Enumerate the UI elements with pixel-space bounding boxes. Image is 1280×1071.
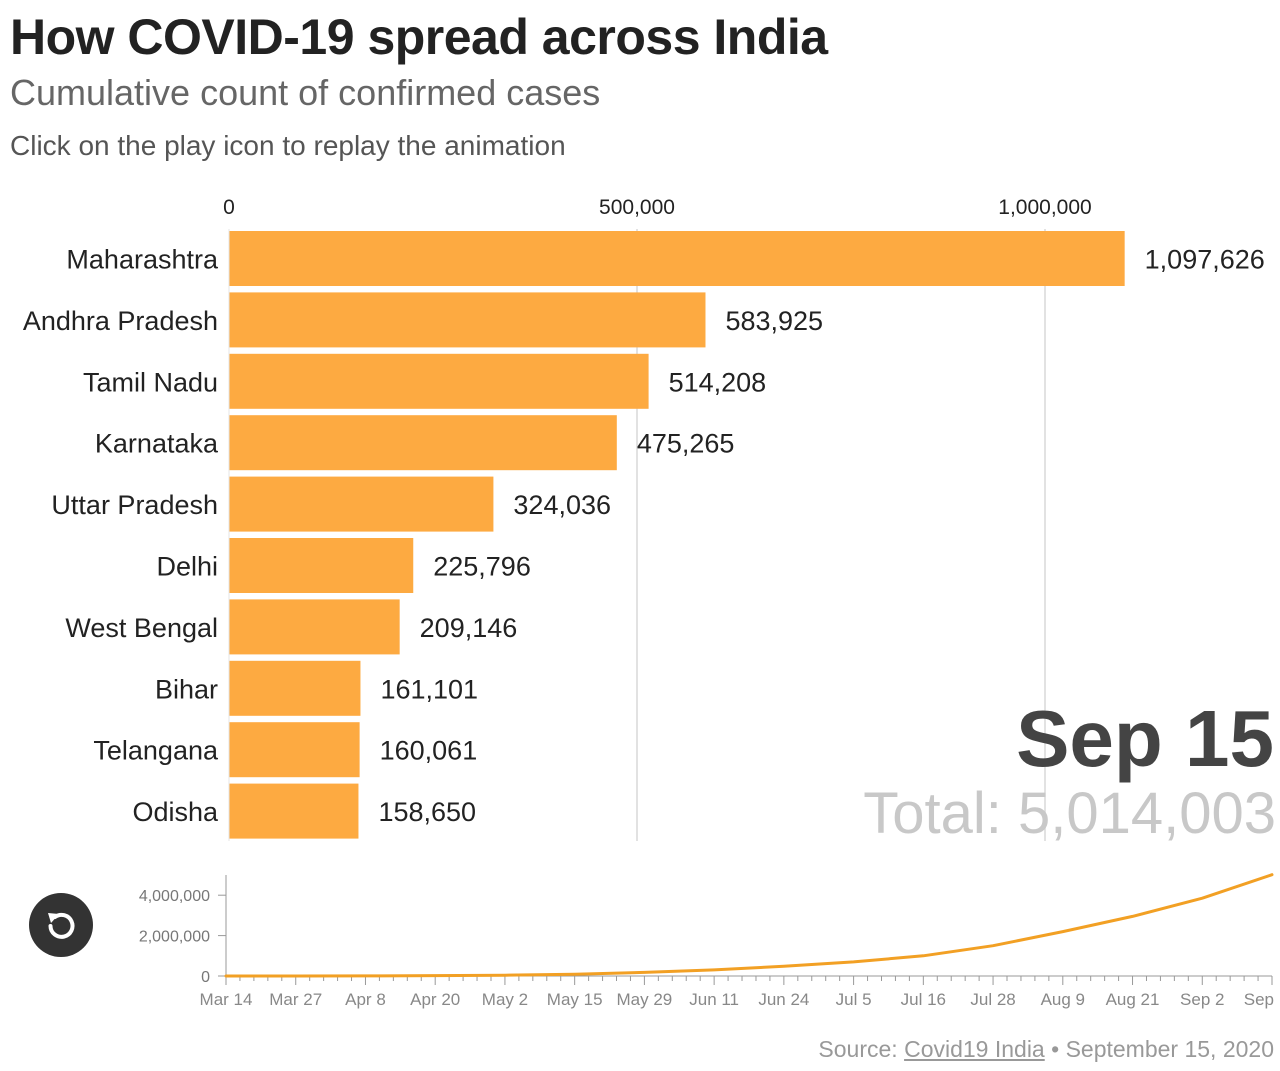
bar bbox=[229, 660, 361, 716]
data-label: 225,796 bbox=[433, 552, 531, 582]
chart-subtitle: Cumulative count of confirmed cases bbox=[10, 72, 601, 113]
x-tick-label: Sep bbox=[1244, 990, 1274, 1009]
x-tick-label: 500,000 bbox=[599, 196, 675, 219]
replay-button[interactable] bbox=[29, 893, 93, 957]
x-tick-label: Jun 24 bbox=[758, 990, 809, 1009]
data-label: 475,265 bbox=[637, 429, 735, 459]
bar bbox=[229, 231, 1125, 286]
source-prefix: Source: bbox=[818, 1036, 905, 1062]
bar bbox=[229, 599, 400, 655]
bar bbox=[229, 476, 494, 532]
bar bbox=[229, 353, 649, 409]
y-tick-label: 0 bbox=[201, 969, 210, 986]
x-tick-label: Apr 8 bbox=[345, 990, 386, 1009]
x-tick-label: May 29 bbox=[617, 990, 673, 1009]
x-tick-label: Jul 5 bbox=[836, 990, 872, 1009]
x-tick-label: 0 bbox=[223, 196, 235, 219]
x-tick-label: Mar 14 bbox=[200, 990, 253, 1009]
source-suffix: • September 15, 2020 bbox=[1044, 1036, 1274, 1062]
category-label: Delhi bbox=[156, 552, 218, 582]
data-label: 161,101 bbox=[380, 674, 478, 704]
instruction-text: Click on the play icon to replay the ani… bbox=[10, 130, 566, 161]
data-label: 209,146 bbox=[420, 613, 518, 643]
bar bbox=[229, 783, 359, 839]
data-label: 158,650 bbox=[378, 797, 476, 827]
bar bbox=[229, 292, 706, 348]
current-date-label: Sep 15 bbox=[1016, 694, 1274, 783]
bar-chart: 0 500,000 1,000,000 Maharashtra 1,097,626 And… bbox=[23, 196, 1265, 841]
data-label: 1,097,626 bbox=[1145, 245, 1265, 275]
x-tick-label: 1,000,000 bbox=[998, 196, 1091, 219]
data-label: 160,061 bbox=[380, 736, 478, 766]
x-tick-label: Jun 11 bbox=[689, 990, 739, 1009]
data-label: 514,208 bbox=[669, 367, 767, 397]
source-link[interactable]: Covid19 India bbox=[904, 1036, 1045, 1062]
bar bbox=[229, 722, 360, 778]
category-label: Tamil Nadu bbox=[83, 367, 218, 397]
bar bbox=[229, 415, 617, 471]
x-tick-label: May 15 bbox=[547, 990, 603, 1009]
category-label: Bihar bbox=[155, 674, 218, 704]
x-tick-label: May 2 bbox=[482, 990, 528, 1009]
data-label: 583,925 bbox=[725, 306, 823, 336]
category-label: West Bengal bbox=[65, 613, 218, 643]
category-label: Maharashtra bbox=[66, 245, 219, 275]
category-label: Telangana bbox=[93, 736, 219, 766]
x-tick-label: Sep 2 bbox=[1180, 990, 1224, 1009]
x-tick-label: Mar 27 bbox=[269, 990, 322, 1009]
timeline-chart[interactable]: 0 2,000,000 4,000,000 Mar 14 Mar 27 Apr 8 Apr … bbox=[0, 865, 1280, 1015]
x-tick-label: Apr 20 bbox=[410, 990, 460, 1009]
replay-icon bbox=[48, 912, 75, 939]
category-label: Uttar Pradesh bbox=[51, 490, 218, 520]
source-line: Source: Covid19 India • September 15, 20… bbox=[818, 1036, 1274, 1063]
x-tick-label: Aug 21 bbox=[1106, 990, 1160, 1009]
x-tick-label: Jul 28 bbox=[970, 990, 1015, 1009]
category-label: Andhra Pradesh bbox=[23, 306, 218, 336]
category-label: Karnataka bbox=[95, 429, 219, 459]
y-tick-label: 2,000,000 bbox=[139, 929, 210, 946]
series-line bbox=[224, 873, 1274, 978]
y-tick-label: 4,000,000 bbox=[139, 888, 210, 905]
x-tick-label: Jul 16 bbox=[901, 990, 946, 1009]
bar bbox=[229, 538, 414, 593]
category-label: Odisha bbox=[132, 797, 219, 827]
x-tick-label: Aug 9 bbox=[1041, 990, 1085, 1009]
chart-title: How COVID-19 spread across India bbox=[10, 9, 828, 65]
data-label: 324,036 bbox=[513, 490, 611, 520]
total-count-label: Total: 5,014,003 bbox=[863, 781, 1276, 846]
